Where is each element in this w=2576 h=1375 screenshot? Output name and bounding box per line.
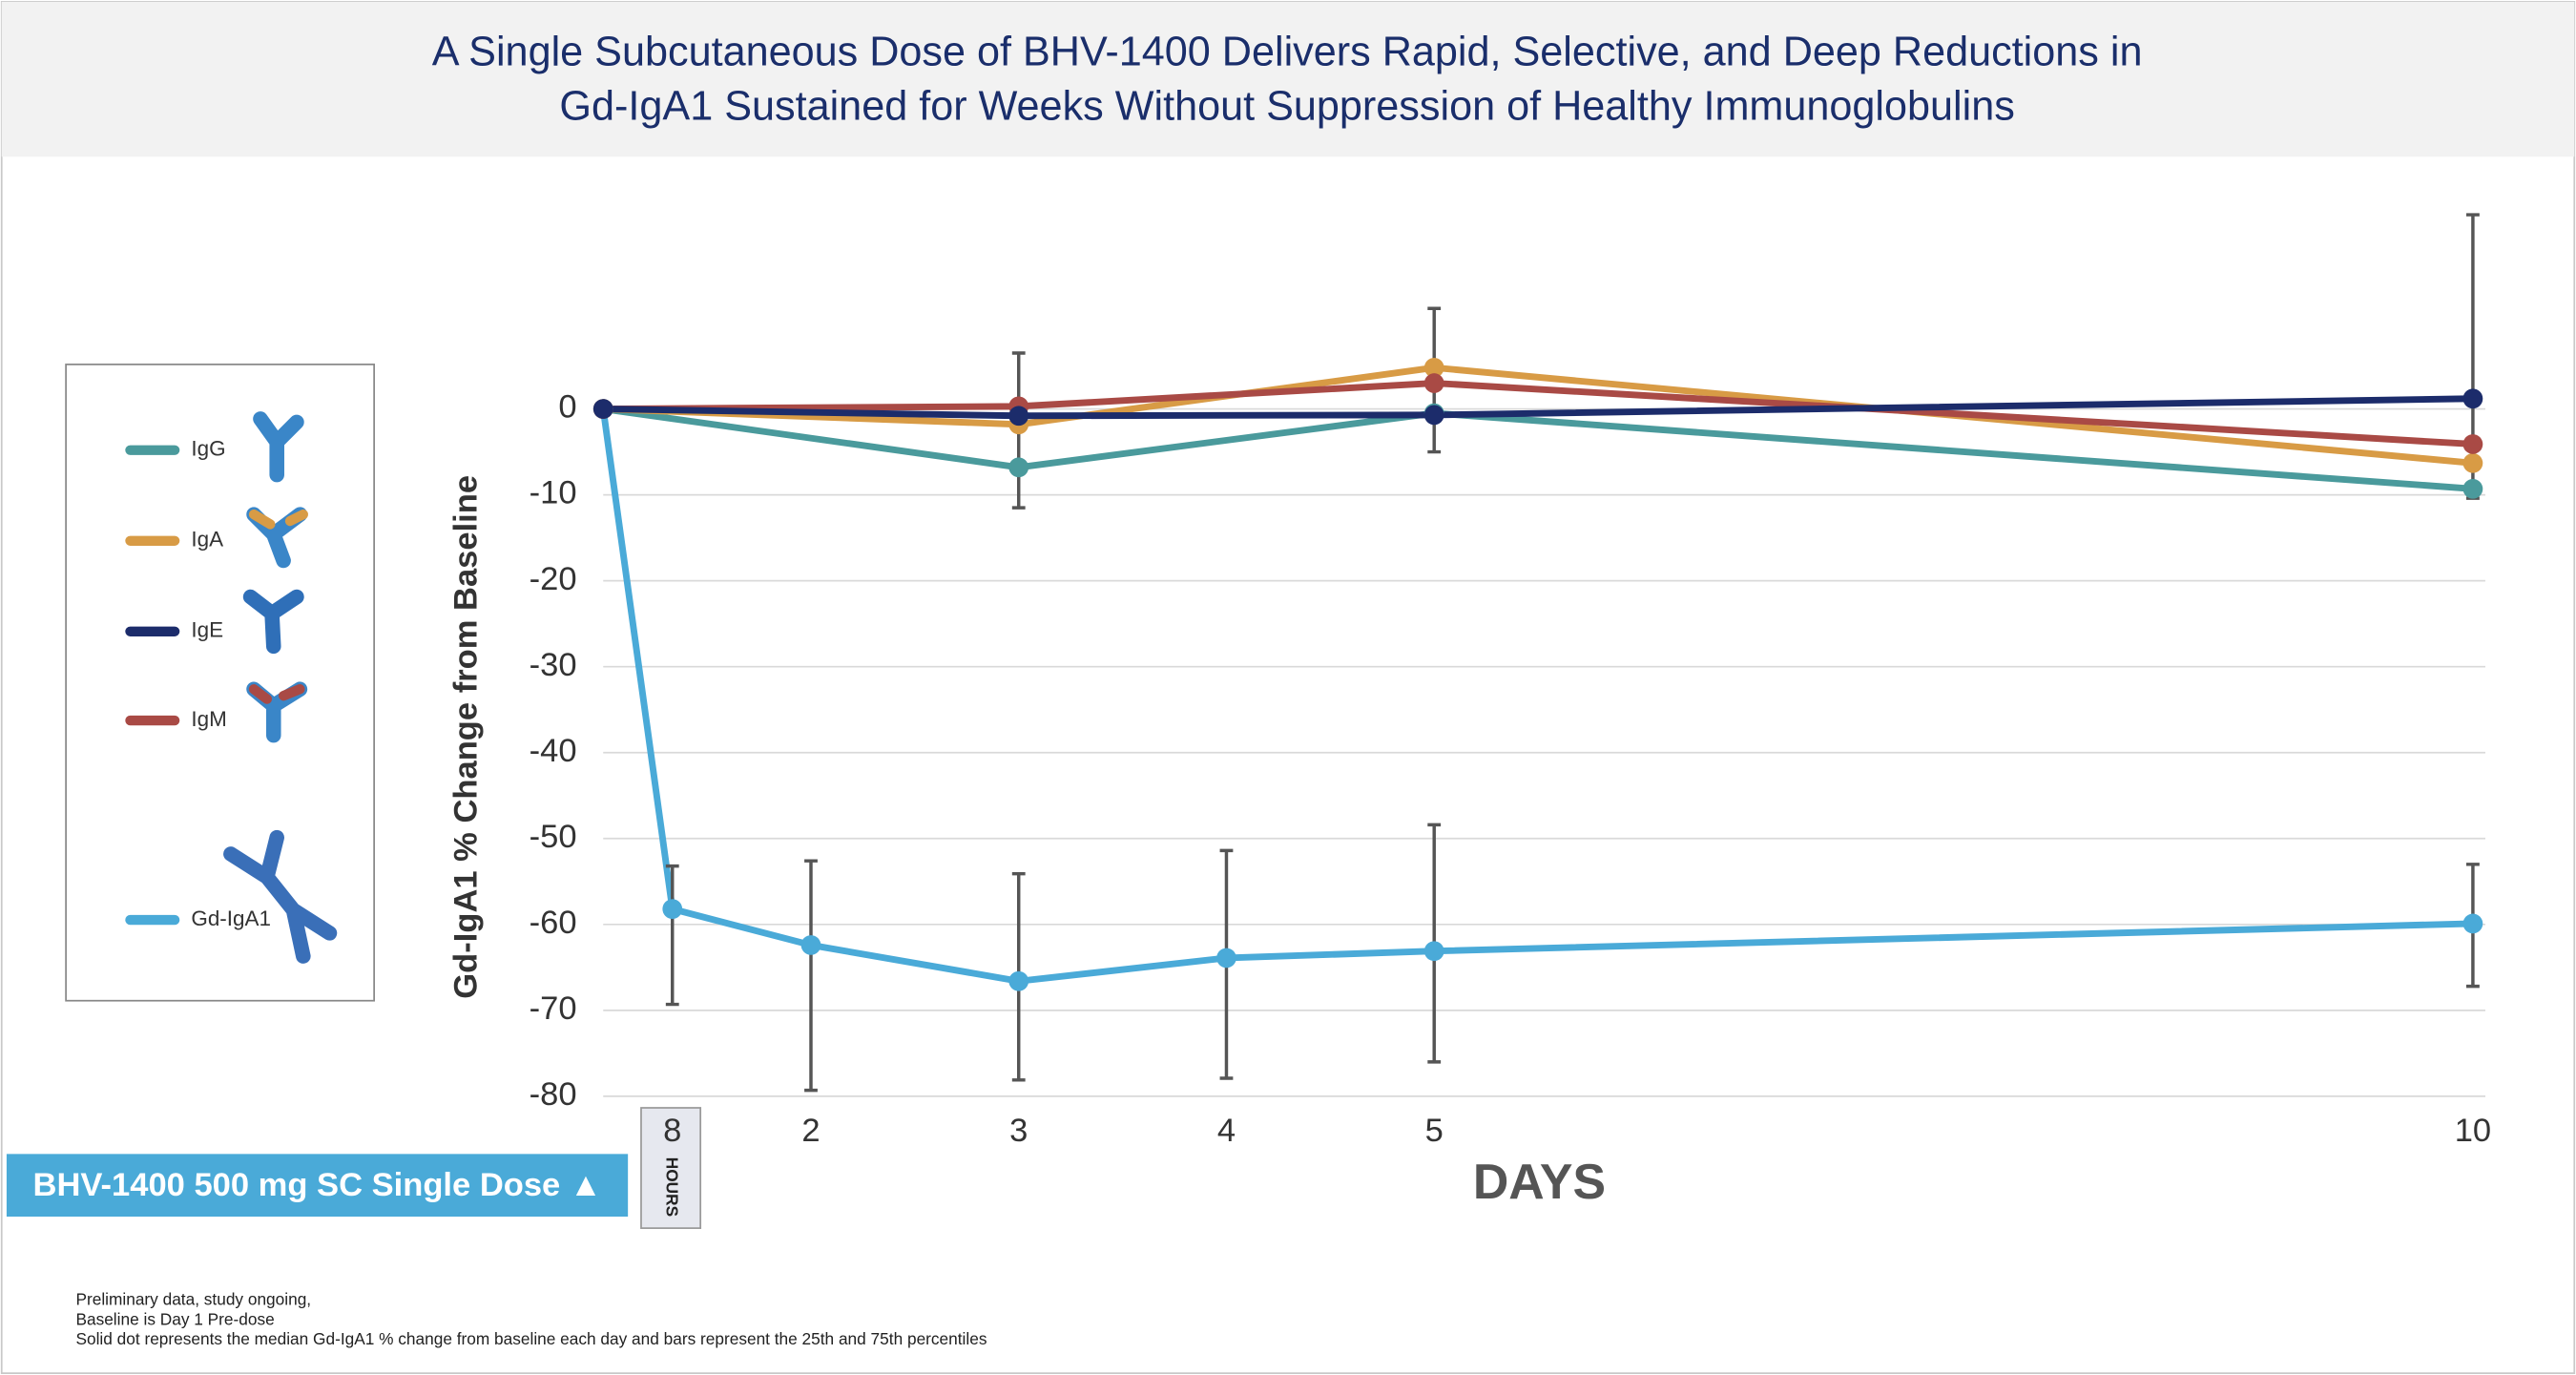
- data-point: [1423, 405, 1444, 426]
- hours-box: [640, 1107, 702, 1229]
- y-tick-label: -10: [530, 475, 577, 511]
- data-point: [1008, 457, 1029, 478]
- error-bar: [665, 864, 679, 1007]
- y-tick-label: -30: [530, 647, 577, 683]
- data-point: [1423, 373, 1444, 393]
- header: [1, 1, 2575, 157]
- x-tick-label: 5: [1425, 1113, 1444, 1149]
- data-point: [2462, 478, 2483, 499]
- antibody-icons: [223, 411, 338, 964]
- x-tick-label: 2: [801, 1113, 820, 1149]
- y-tick-label: -60: [530, 905, 577, 941]
- x-tick-label: 10: [2455, 1113, 2491, 1149]
- y-tick-label: -50: [530, 819, 577, 855]
- data-point: [800, 935, 821, 955]
- dose-banner-text: BHV-1400 500 mg SC Single Dose ▲: [33, 1167, 603, 1203]
- series-line: [603, 380, 2474, 448]
- data-point: [2462, 434, 2483, 454]
- data-point: [1423, 941, 1444, 962]
- x-tick-label: 3: [1009, 1113, 1028, 1149]
- hours-label: HOURS: [663, 1157, 682, 1217]
- data-point: [1216, 948, 1236, 969]
- chart-title: A Single Subcutaneous Dose of BHV-1400 D…: [432, 30, 2143, 75]
- x-tick-label: 4: [1217, 1113, 1236, 1149]
- y-tick-label: -80: [530, 1076, 577, 1113]
- x-tick-label: 8: [663, 1113, 681, 1149]
- legend-label: IgM: [191, 707, 226, 731]
- dose-banner: [6, 1154, 629, 1218]
- legend-label: IgG: [191, 437, 225, 461]
- x-axis-label: DAYS: [1473, 1154, 1606, 1209]
- error-bar: [804, 859, 818, 1093]
- data-point: [592, 399, 613, 419]
- y-tick-label: -70: [530, 990, 577, 1027]
- y-tick-label: 0: [558, 389, 576, 426]
- data-point: [1008, 970, 1029, 991]
- y-tick-label: -20: [530, 561, 577, 597]
- footnote: Preliminary data, study ongoing,: [75, 1290, 311, 1309]
- y-axis-label: Gd-IgA1 % Change from Baseline: [448, 475, 485, 999]
- footnote: Baseline is Day 1 Pre-dose: [75, 1309, 274, 1328]
- legend-label: IgA: [191, 528, 223, 552]
- legend-label: IgE: [191, 618, 223, 642]
- y-tick-label: -40: [530, 733, 577, 769]
- chart-title: Gd-IgA1 Sustained for Weeks Without Supp…: [559, 84, 2014, 130]
- data-point: [2462, 913, 2483, 934]
- data-point: [662, 899, 683, 919]
- legend-box: [65, 364, 375, 1002]
- data-point: [2462, 452, 2483, 473]
- legend-label: Gd-IgA1: [191, 906, 271, 930]
- data-point: [2462, 388, 2483, 409]
- data-point: [1008, 406, 1029, 427]
- footnote: Solid dot represents the median Gd-IgA1 …: [75, 1329, 987, 1348]
- series-line: [602, 406, 2474, 492]
- data-point: [1423, 357, 1444, 378]
- series-line: [603, 395, 2473, 420]
